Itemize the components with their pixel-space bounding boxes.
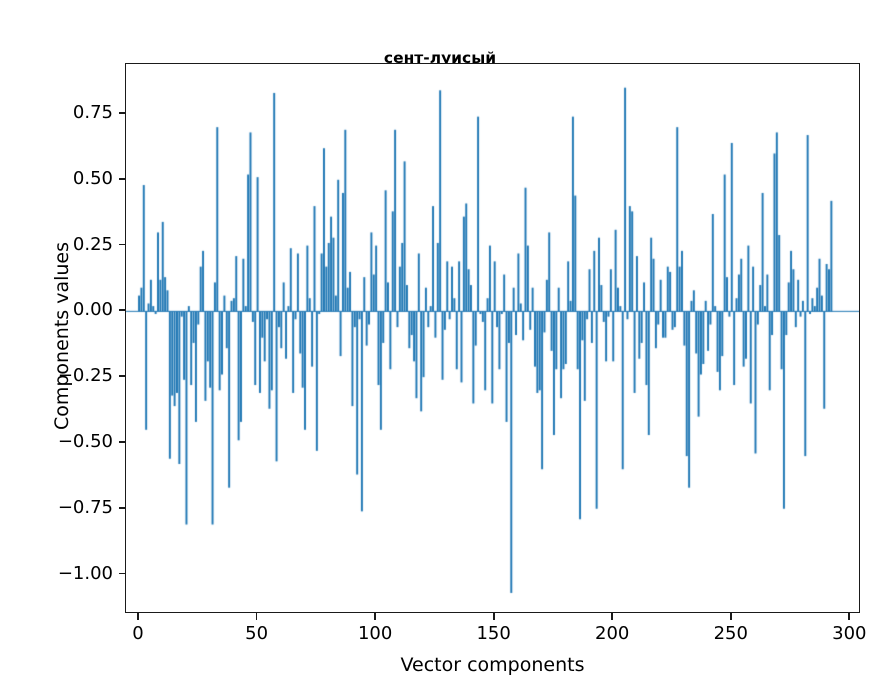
y-tick-label: −0.75 [57,496,113,518]
x-tick-mark [255,613,258,620]
y-tick-mark [118,243,125,246]
y-tick-mark [118,375,125,378]
x-tick-mark [492,613,495,620]
x-tick-label: 0 [132,623,144,644]
y-tick-mark [118,506,125,509]
x-tick-mark [374,613,377,620]
y-tick-label: −0.50 [57,430,113,452]
y-tick-label: 0.75 [72,102,113,123]
x-tick-label: 250 [713,623,748,644]
x-tick-mark [848,613,851,620]
y-tick-mark [118,309,125,312]
y-tick-mark [118,177,125,180]
x-axis-label: Vector components [400,654,585,676]
bar-plot-canvas [126,64,859,612]
y-tick-label: −0.25 [57,365,113,387]
x-tick-mark [611,613,614,620]
y-tick-label: 0.25 [72,233,113,255]
y-tick-mark [118,441,125,443]
plot-axes [125,63,860,613]
y-axis-ticks: 0.75 0.50 0.25 0.00 −0.25 −0.50 −0.75 −1.00 [0,0,125,696]
y-tick-label: 0.50 [72,167,113,189]
y-tick-label: 0.00 [72,299,113,321]
x-tick-label: 50 [245,623,269,644]
x-tick-label: 100 [357,623,393,644]
chart-title-line-1: сент-луисый [383,49,497,67]
x-tick-label: 200 [595,623,630,644]
x-tick-label: 150 [476,623,511,644]
x-tick-mark [137,613,139,620]
x-tick-mark [729,613,732,620]
y-axis-label: Components values [51,241,73,431]
y-tick-mark [118,572,125,575]
x-tick-label: 300 [832,623,867,644]
y-tick-label: −1.00 [57,562,113,584]
y-tick-mark [118,112,125,114]
